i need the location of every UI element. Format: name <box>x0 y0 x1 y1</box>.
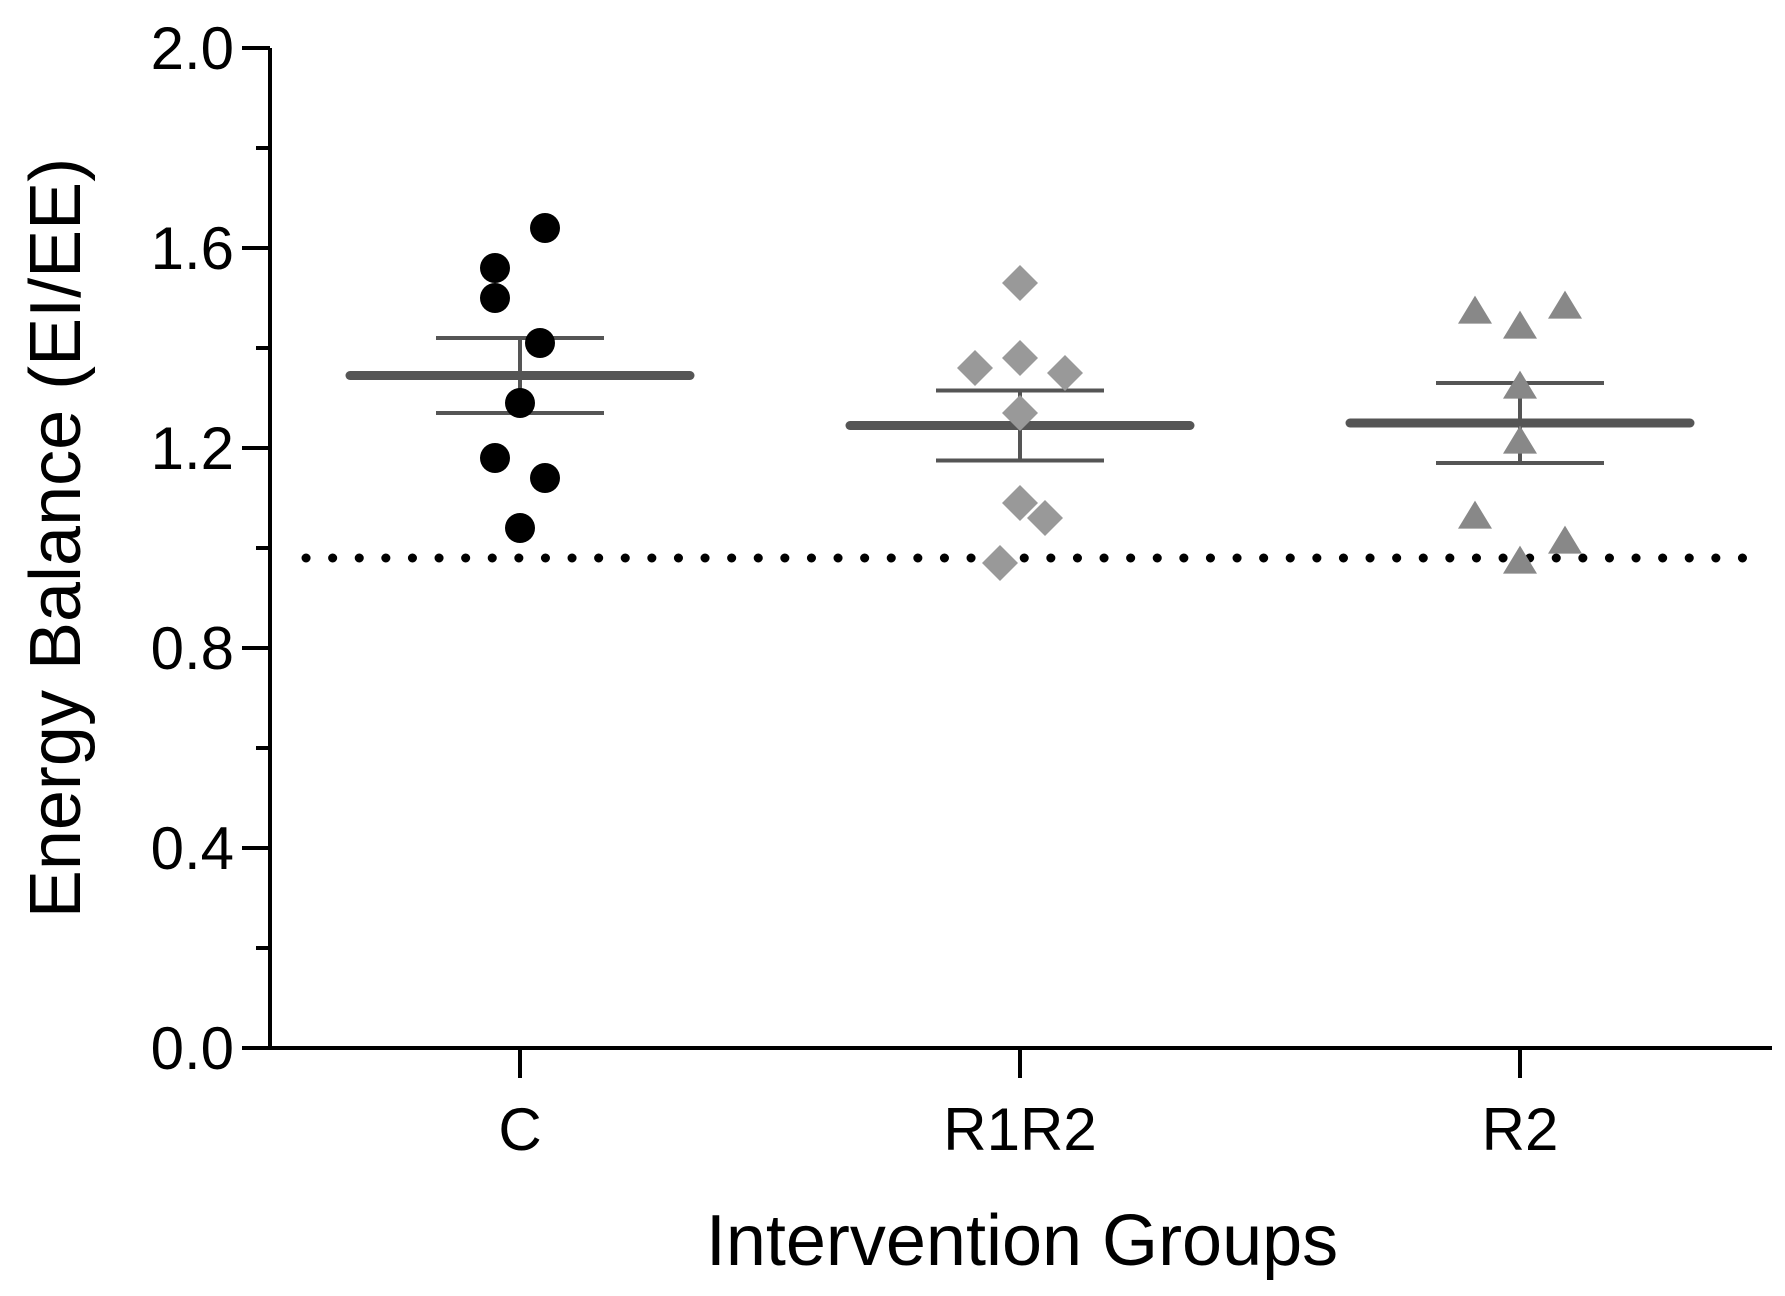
data-point-triangle <box>1458 295 1492 324</box>
data-point-triangle <box>1503 425 1537 454</box>
data-point-triangle <box>1503 310 1537 339</box>
data-point-diamond <box>1002 340 1038 376</box>
data-point-triangle <box>1548 525 1582 554</box>
x-axis-title: Intervention Groups <box>706 1201 1338 1281</box>
data-point-circle <box>480 443 510 473</box>
y-tick-label: 0.4 <box>151 815 234 882</box>
y-tick-label: 2.0 <box>151 15 234 82</box>
y-tick-label: 0.0 <box>151 1015 234 1082</box>
data-point-circle <box>530 463 560 493</box>
data-point-triangle <box>1503 545 1537 574</box>
data-points <box>480 213 1582 581</box>
data-point-circle <box>505 388 535 418</box>
data-point-diamond <box>957 350 993 386</box>
data-point-circle <box>480 283 510 313</box>
data-point-circle <box>525 328 555 358</box>
data-point-diamond <box>1047 355 1083 391</box>
data-point-diamond <box>1002 265 1038 301</box>
y-axis-title: Energy Balance (EI/EE) <box>16 158 96 918</box>
x-tick-label: R2 <box>1482 1096 1559 1163</box>
data-point-diamond <box>1027 500 1063 536</box>
data-point-circle <box>505 513 535 543</box>
data-point-triangle <box>1548 290 1582 319</box>
axes: 0.0 0.4 0.8 1.2 1.6 2.0 C R1R2 R2 <box>151 15 1772 1163</box>
data-point-diamond <box>1002 485 1038 521</box>
data-point-triangle <box>1503 370 1537 399</box>
data-point-triangle <box>1458 500 1492 529</box>
data-point-diamond <box>1002 395 1038 431</box>
x-tick-label: R1R2 <box>943 1096 1096 1163</box>
x-tick-label: C <box>498 1096 541 1163</box>
data-point-circle <box>480 253 510 283</box>
y-tick-label: 1.6 <box>151 215 234 282</box>
data-point-circle <box>530 213 560 243</box>
y-tick-label: 1.2 <box>151 415 234 482</box>
data-point-diamond <box>982 545 1018 581</box>
y-tick-label: 0.8 <box>151 615 234 682</box>
